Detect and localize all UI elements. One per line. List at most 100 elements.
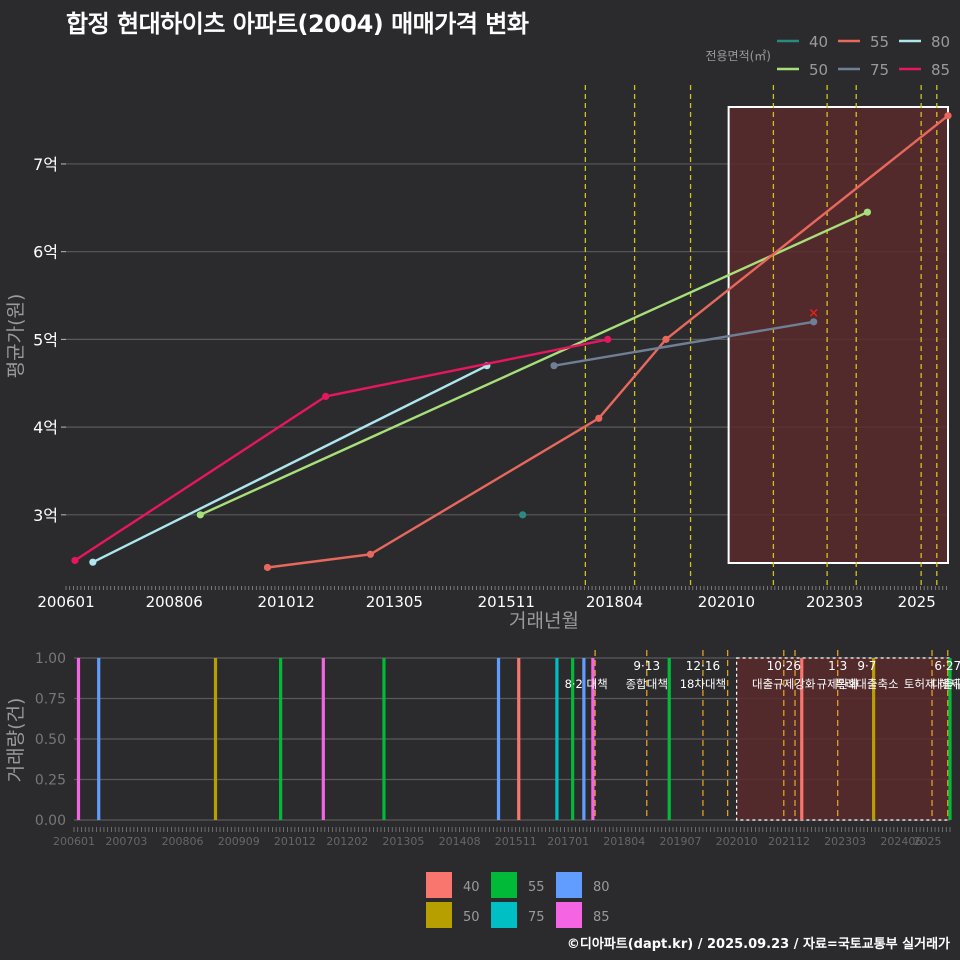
- data-point-80: [89, 558, 97, 566]
- data-point-85: [322, 392, 330, 401]
- bar-legend-label-55: 55: [528, 880, 545, 895]
- annotation-date: 10·26: [767, 659, 801, 673]
- data-point-55: [944, 112, 952, 120]
- annotation-date: 9·7: [857, 659, 876, 673]
- bar-x-tick-label: 202406: [880, 835, 922, 848]
- x-tick-label: 2025: [898, 593, 936, 611]
- annotation-label: 대출규: [932, 677, 960, 691]
- bar-40: [800, 658, 804, 820]
- bar-legend-label-80: 80: [593, 880, 610, 895]
- bar-x-tick-label: 202303: [824, 835, 866, 848]
- bar-x-tick-label: 201907: [659, 835, 701, 848]
- data-point-55: [595, 414, 603, 422]
- annotation-label: 종합대책: [626, 677, 668, 691]
- bar-x-tick-label: 201701: [547, 835, 589, 848]
- bar-40: [517, 658, 521, 820]
- bar-50: [872, 658, 876, 820]
- bar-85: [591, 658, 595, 820]
- data-point-40: [519, 511, 527, 519]
- highlight-region: [727, 106, 949, 564]
- bar-highlight-region: [736, 657, 951, 821]
- x-tick-label: 200601: [37, 593, 94, 611]
- bar-x-tick-label: 201202: [326, 835, 368, 848]
- bar-x-tick-label: 201408: [439, 835, 481, 848]
- y-tick-label: 7억: [33, 155, 58, 174]
- bar-x-tick-label: 200601: [53, 835, 95, 848]
- bar-legend-swatch-40: [426, 872, 452, 898]
- bar-y-tick-label: 0.25: [35, 773, 66, 789]
- legend-label-50: 50: [809, 61, 828, 79]
- series-line-75: [553, 320, 814, 367]
- x-axis-title: 거래년월: [509, 610, 579, 632]
- x-tick-label: 200806: [146, 593, 203, 611]
- annotation-label: 특례대출축소: [835, 677, 898, 691]
- bar-80: [496, 658, 501, 820]
- y-tick-label: 3억: [33, 506, 58, 525]
- bar-75: [555, 658, 559, 820]
- bar-80: [97, 658, 101, 820]
- annotation-label: 규제완화: [817, 677, 860, 691]
- bar-x-tick-label: 200806: [162, 835, 204, 848]
- y-axis-title: 평균가(원): [5, 294, 27, 379]
- y-tick-label: 6억: [33, 243, 58, 262]
- legend-label-75: 75: [870, 61, 889, 79]
- annotation-date: 1·3: [828, 659, 847, 673]
- x-tick-label: 201305: [366, 593, 423, 611]
- data-point-55: [366, 550, 375, 558]
- y-tick-label: 5억: [33, 330, 58, 349]
- x-tick-label: 201012: [257, 593, 314, 611]
- bar-legend-label-85: 85: [593, 910, 610, 925]
- chart-title: 합정 현대하이츠 아파트(2004) 매매가격 변화: [66, 10, 529, 38]
- legend-title: 전용면적(㎡): [705, 49, 771, 63]
- bar-y-axis-title: 거래량(건): [5, 698, 27, 783]
- y-tick-label: 4억: [33, 418, 58, 437]
- bar-y-tick-label: 0.75: [35, 692, 66, 708]
- marker-x: ×: [808, 306, 819, 321]
- bar-x-tick-label: 201012: [274, 835, 316, 848]
- bar-legend-label-40: 40: [463, 880, 480, 895]
- annotation-label: 대출규제강화: [752, 677, 816, 691]
- data-point-75: [550, 362, 558, 370]
- bar-legend-label-50: 50: [463, 910, 480, 925]
- bar-x-tick-label: 200703: [105, 835, 147, 848]
- bar-x-tick-label: 2025: [914, 835, 942, 848]
- series-line-80: [92, 364, 488, 564]
- bar-legend-swatch-50: [426, 902, 452, 928]
- bar-y-tick-label: 0.00: [35, 813, 66, 829]
- legend-label-40: 40: [809, 33, 828, 51]
- bar-55: [382, 658, 386, 820]
- data-point-50: [863, 208, 872, 216]
- annotation-label: 토허제 해제: [904, 677, 960, 691]
- data-point-50: [196, 511, 204, 519]
- bar-x-tick-label: 201804: [603, 835, 645, 848]
- bar-55: [571, 658, 575, 820]
- bar-x-tick-label: 201511: [495, 835, 537, 848]
- annotation-date: 9·13: [633, 659, 660, 673]
- bar-85: [321, 658, 325, 820]
- data-point-85: [71, 556, 79, 565]
- annotation-date: 6·27: [934, 659, 960, 673]
- legend-label-85: 85: [931, 61, 950, 79]
- legend-label-80: 80: [931, 33, 950, 51]
- bar-legend-swatch-85: [556, 902, 582, 928]
- bar-x-tick-label: 200909: [218, 835, 260, 848]
- bar-50: [213, 658, 218, 820]
- data-point-85: [604, 335, 612, 343]
- bar-55: [279, 658, 283, 820]
- bar-legend-swatch-75: [491, 902, 517, 928]
- annotation-label: 8·2 대책: [565, 677, 608, 691]
- annotation-label: 18차대책: [680, 677, 726, 691]
- legend-label-55: 55: [870, 33, 889, 51]
- data-point-55: [263, 563, 272, 572]
- x-tick-label: 202303: [806, 593, 863, 611]
- x-tick-label: 201511: [478, 593, 535, 611]
- bar-x-tick-label: 201305: [382, 835, 424, 848]
- series-line-50: [199, 211, 868, 516]
- bar-85: [76, 658, 81, 820]
- data-point-55: [662, 335, 670, 343]
- data-point-75: [810, 318, 818, 326]
- bar-legend-label-75: 75: [528, 910, 545, 925]
- bar-y-tick-label: 1.00: [35, 651, 66, 667]
- x-tick-label: 202010: [698, 593, 755, 611]
